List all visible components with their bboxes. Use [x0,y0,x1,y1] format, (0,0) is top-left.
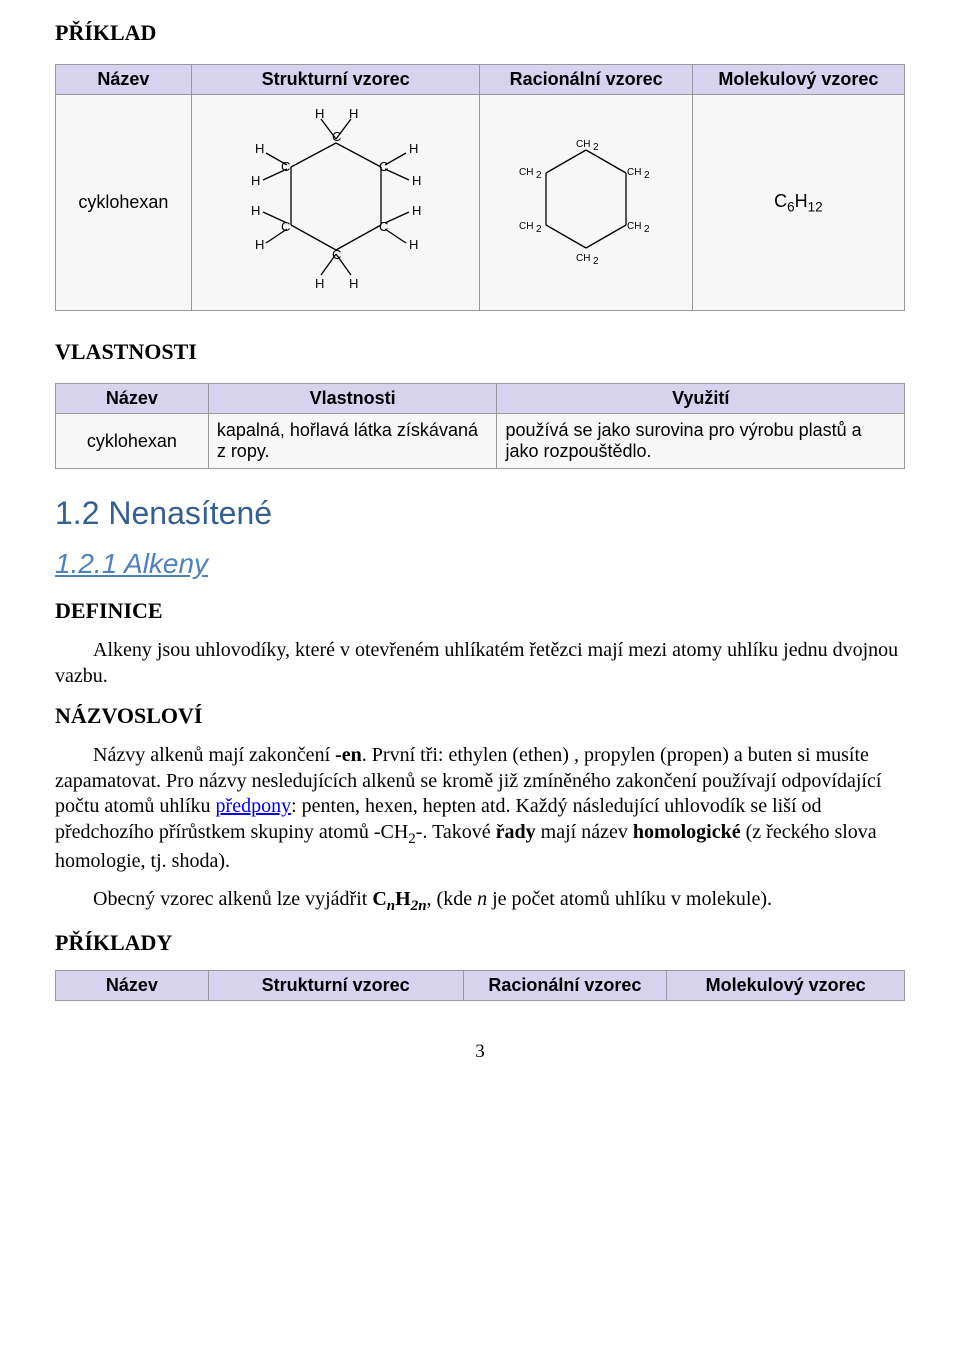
properties-heading: VLASTNOSTI [55,339,905,365]
cyclohexane-structural-icon: C C C C C C [231,105,441,295]
nazvoslovi-paragraph-1: Názvy alkenů mají zakončení -en. První t… [55,743,905,875]
text: je počet atomů uhlíku v molekule). [487,888,772,910]
cyclohexane-rational-icon: CH2 CH2 CH2 CH2 CH2 CH2 [511,125,661,275]
svg-text:2: 2 [536,224,542,235]
definice-paragraph: Alkeny jsou uhlovodíky, které v otevřené… [55,638,905,689]
svg-text:H: H [349,276,358,291]
table-header-row: Název Strukturní vzorec Racionální vzore… [56,970,905,1000]
nazvoslovi-label: NÁZVOSLOVÍ [55,703,905,729]
svg-text:2: 2 [536,170,542,181]
page-number: 3 [55,1041,905,1063]
svg-text:H: H [412,203,421,218]
page: PŘÍKLAD Název Strukturní vzorec Racionál… [0,0,960,1093]
col-rational: Racionální vzorec [463,970,667,1000]
svg-text:H: H [409,237,418,252]
svg-text:H: H [349,106,358,121]
suffix-en: -en [335,744,362,766]
svg-text:CH: CH [627,221,641,232]
text: -. Takové [416,821,496,843]
cell-use: používá se jako surovina pro výrobu plas… [497,414,905,469]
formula-sub2: 12 [808,199,823,214]
bold-rady: řady [496,821,536,843]
cell-structural-diagram: C C C C C C [191,95,480,311]
svg-text:2: 2 [644,224,650,235]
col-molecular: Molekulový vzorec [692,65,904,95]
subsection-heading-alkeny: 1.2.1 Alkeny [55,548,905,580]
svg-text:2: 2 [593,142,599,153]
example-heading: PŘÍKLAD [55,20,905,46]
svg-text:C: C [379,219,388,234]
formula-sub1: 6 [787,199,795,214]
svg-text:H: H [251,173,260,188]
col-name: Název [56,65,192,95]
svg-text:H: H [255,237,264,252]
svg-text:H: H [251,203,260,218]
col-structural: Strukturní vzorec [208,970,463,1000]
example-table: Název Strukturní vzorec Racionální vzore… [55,64,905,311]
formula-h: H [395,888,411,910]
col-structural: Strukturní vzorec [191,65,480,95]
cell-name: cyklohexan [56,414,209,469]
formula-n: n [387,898,395,914]
cell-name: cyklohexan [56,95,192,311]
svg-text:CH: CH [576,253,590,264]
table-header-row: Název Vlastnosti Využití [56,384,905,414]
cell-properties: kapalná, hořlavá látka získávaná z ropy. [208,414,497,469]
formula-2n: 2n [411,898,427,914]
priklady-label: PŘÍKLADY [55,930,905,956]
section-heading-nenasitene: 1.2 Nenasítené [55,495,905,532]
col-props: Vlastnosti [208,384,497,414]
svg-text:H: H [315,276,324,291]
nazvoslovi-paragraph-2: Obecný vzorec alkenů lze vyjádřit CnH2n,… [55,887,905,916]
svg-text:CH: CH [519,167,533,178]
svg-text:2: 2 [644,170,650,181]
cell-rational-diagram: CH2 CH2 CH2 CH2 CH2 CH2 [480,95,692,311]
svg-text:CH: CH [627,167,641,178]
svg-text:2: 2 [593,256,599,267]
svg-text:H: H [409,141,418,156]
predpony-link[interactable]: předpony [216,795,292,817]
text: , (kde [427,888,478,910]
formula-c: C [372,888,386,910]
definice-label: DEFINICE [55,598,905,624]
italic-n: n [477,888,487,910]
col-name: Název [56,970,209,1000]
examples-table: Název Strukturní vzorec Racionální vzore… [55,970,905,1001]
ch2-sub: 2 [408,831,416,847]
bold-homologicke: homologické [633,821,741,843]
col-use: Využití [497,384,905,414]
table-row: cyklohexan C C C C [56,95,905,311]
col-rational: Racionální vzorec [480,65,692,95]
formula-h: H [795,191,808,211]
col-molecular: Molekulový vzorec [667,970,905,1000]
formula-c: C [774,191,787,211]
svg-text:H: H [255,141,264,156]
table-row: cyklohexan kapalná, hořlavá látka získáv… [56,414,905,469]
svg-text:H: H [315,106,324,121]
text: mají název [536,821,633,843]
properties-table: Název Vlastnosti Využití cyklohexan kapa… [55,383,905,469]
svg-text:H: H [412,173,421,188]
col-name: Název [56,384,209,414]
table-header-row: Název Strukturní vzorec Racionální vzore… [56,65,905,95]
cell-molecular-formula: C6H12 [692,95,904,311]
text: Obecný vzorec alkenů lze vyjádřit [93,888,372,910]
svg-text:CH: CH [519,221,533,232]
svg-text:C: C [379,159,388,174]
text: Názvy alkenů mají zakončení [93,744,335,766]
svg-text:CH: CH [576,139,590,150]
